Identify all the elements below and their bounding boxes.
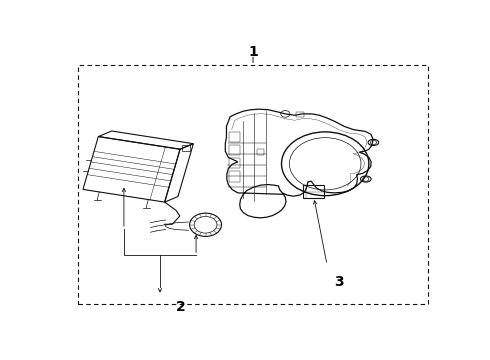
Bar <box>229 145 240 155</box>
Bar <box>229 171 240 183</box>
Text: 2: 2 <box>176 300 186 314</box>
Bar <box>182 145 190 151</box>
Bar <box>257 149 265 156</box>
Text: 1: 1 <box>248 45 258 59</box>
Bar <box>296 112 304 117</box>
Bar <box>229 158 240 168</box>
Text: 3: 3 <box>334 275 343 289</box>
Bar <box>78 66 428 304</box>
Bar <box>229 132 240 143</box>
Bar <box>303 185 324 198</box>
